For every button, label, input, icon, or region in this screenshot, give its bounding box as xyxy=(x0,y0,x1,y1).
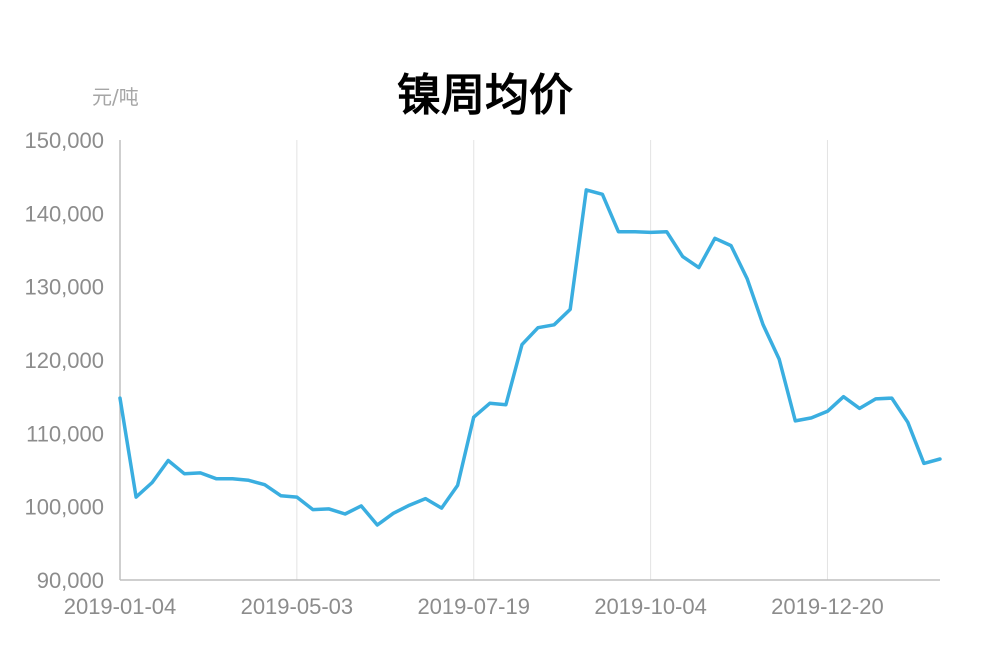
series-line-0 xyxy=(118,188,942,527)
x-tick-label: 2019-07-19 xyxy=(417,594,530,619)
y-tick-label: 100,000 xyxy=(24,495,104,520)
x-axis-tick-labels: 2019-01-04 2019-05-03 2019-07-19 2019-10-04… xyxy=(64,594,884,619)
x-tick-label: 2019-10-04 xyxy=(594,594,707,619)
y-tick-label: 150,000 xyxy=(24,128,104,153)
x-tick-label: 2019-05-03 xyxy=(241,594,354,619)
y-tick-label: 90,000 xyxy=(37,568,104,593)
axes xyxy=(119,140,940,581)
chart-title: 镍周均价 xyxy=(397,70,573,121)
y-tick-label: 140,000 xyxy=(24,201,104,226)
y-tick-label: 120,000 xyxy=(24,348,104,373)
vertical-gridlines xyxy=(296,140,828,580)
y-tick-label: 130,000 xyxy=(24,275,104,300)
series-layer xyxy=(118,188,942,527)
y-tick-label: 110,000 xyxy=(26,421,104,446)
y-axis-tick-labels: 90,000 100,000 110,000 120,000 130,000 140,00… xyxy=(24,128,104,593)
y-axis-unit-label: 元/吨 xyxy=(92,85,139,109)
x-tick-label: 2019-12-20 xyxy=(771,594,884,619)
x-tick-label: 2019-01-04 xyxy=(64,594,177,619)
